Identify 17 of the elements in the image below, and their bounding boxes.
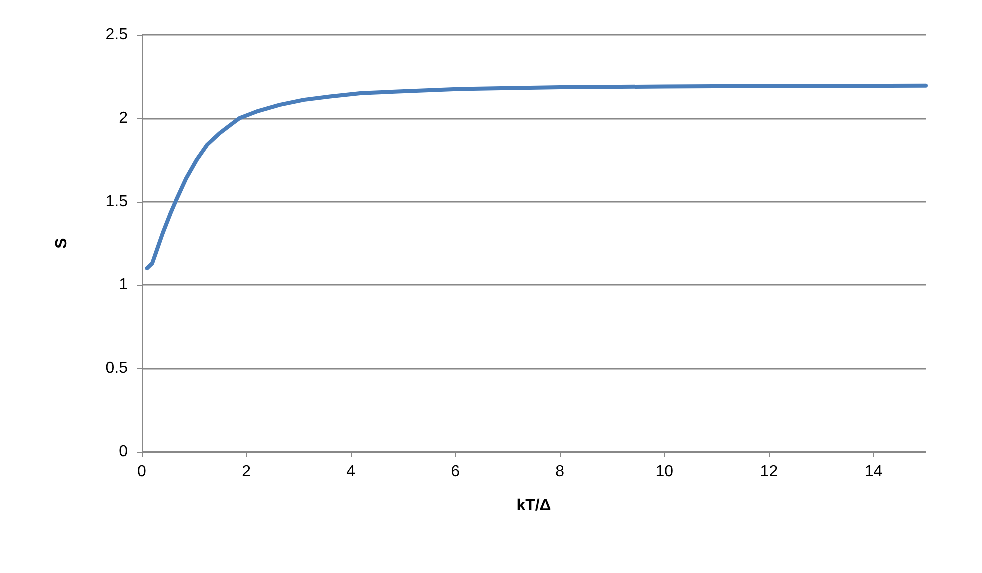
x-tick-label: 0 (138, 464, 147, 480)
y-tick-label: 2.5 (106, 26, 128, 44)
line-series (145, 84, 928, 271)
x-tick-label: 8 (556, 464, 565, 480)
y-tick-label: 0.5 (106, 360, 128, 378)
x-axis-title: kT/Δ (516, 498, 552, 514)
x-tick-label: 10 (656, 464, 674, 480)
y-tick-label: 0 (119, 444, 128, 460)
x-tick-label: 4 (346, 464, 356, 480)
y-tick-label: 1.5 (106, 193, 128, 210)
x-tick-label: 6 (451, 464, 460, 480)
x-tick-label: 14 (864, 464, 883, 480)
x-tick-label: 12 (760, 464, 778, 480)
y-tick-label: 1 (119, 276, 128, 294)
y-axis-title: S (54, 238, 70, 249)
x-tick-label: 2 (242, 464, 252, 480)
y-tick-label: 2 (119, 110, 128, 127)
